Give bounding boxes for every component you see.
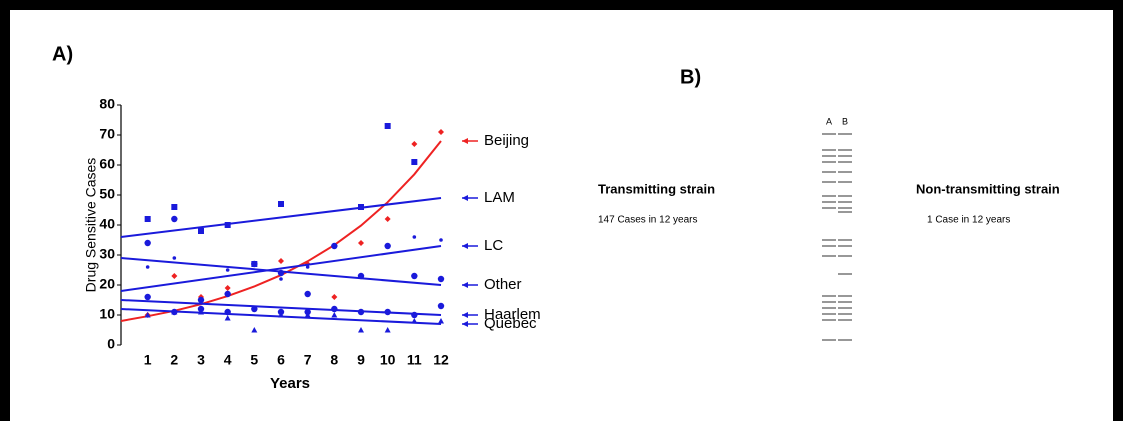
- point: [171, 216, 177, 222]
- legend-label: Beijing: [484, 132, 529, 149]
- point: [413, 235, 417, 239]
- point: [226, 268, 230, 272]
- point: [411, 273, 417, 279]
- legend-label: LAM: [484, 189, 515, 206]
- point: [146, 265, 150, 269]
- point: [251, 261, 257, 267]
- y-tick-label: 50: [99, 186, 115, 202]
- panel-label: A): [52, 43, 73, 65]
- point: [438, 303, 444, 309]
- strain-caption: 1 Case in 12 years: [927, 215, 1010, 226]
- legend-label: Other: [484, 276, 522, 293]
- page: A) B) Years Drug Sensitive Cases A B Tra…: [0, 0, 1125, 421]
- x-tick-label: 3: [197, 352, 205, 368]
- x-tick-label: 7: [304, 352, 312, 368]
- x-tick-label: 6: [277, 352, 285, 368]
- x-tick-label: 11: [407, 352, 422, 368]
- point: [304, 291, 310, 297]
- point: [171, 204, 177, 210]
- point: [145, 216, 151, 222]
- x-tick-label: 2: [170, 352, 178, 368]
- y-axis-label: Drug Sensitive Cases: [83, 158, 99, 293]
- point: [385, 123, 391, 129]
- point: [384, 243, 390, 249]
- x-tick-label: 9: [357, 352, 365, 368]
- x-tick-label: 1: [144, 352, 152, 368]
- lane-label: A: [826, 116, 832, 126]
- point: [198, 228, 204, 234]
- figure: A) B) Years Drug Sensitive Cases A B Tra…: [0, 0, 1125, 421]
- lane-label: B: [842, 116, 848, 126]
- strain-caption: 147 Cases in 12 years: [598, 215, 698, 226]
- point: [438, 276, 444, 282]
- x-tick-label: 5: [250, 352, 258, 368]
- point: [279, 277, 283, 281]
- y-tick-label: 60: [99, 156, 115, 172]
- y-tick-label: 10: [99, 306, 115, 322]
- panel-label: B): [680, 66, 701, 88]
- point: [331, 243, 337, 249]
- point: [411, 159, 417, 165]
- strain-title: Non-transmitting strain: [916, 181, 1060, 196]
- point: [224, 291, 230, 297]
- legend-label: Quebec: [484, 315, 537, 332]
- x-tick-label: 8: [330, 352, 338, 368]
- x-tick-label: 4: [224, 352, 232, 368]
- y-tick-label: 0: [107, 336, 115, 352]
- point: [439, 238, 443, 242]
- y-tick-label: 20: [99, 276, 115, 292]
- legend-label: LC: [484, 237, 503, 254]
- point: [144, 294, 150, 300]
- y-tick-label: 40: [99, 216, 115, 232]
- point: [144, 240, 150, 246]
- y-tick-label: 30: [99, 246, 115, 262]
- point: [278, 201, 284, 207]
- background: [0, 0, 1125, 421]
- y-tick-label: 70: [99, 126, 115, 142]
- x-tick-label: 10: [380, 352, 396, 368]
- x-axis-label: Years: [270, 375, 310, 392]
- x-tick-label: 12: [433, 352, 449, 368]
- y-tick-label: 80: [99, 96, 115, 112]
- strain-title: Transmitting strain: [598, 181, 715, 196]
- point: [198, 297, 204, 303]
- point: [173, 256, 177, 260]
